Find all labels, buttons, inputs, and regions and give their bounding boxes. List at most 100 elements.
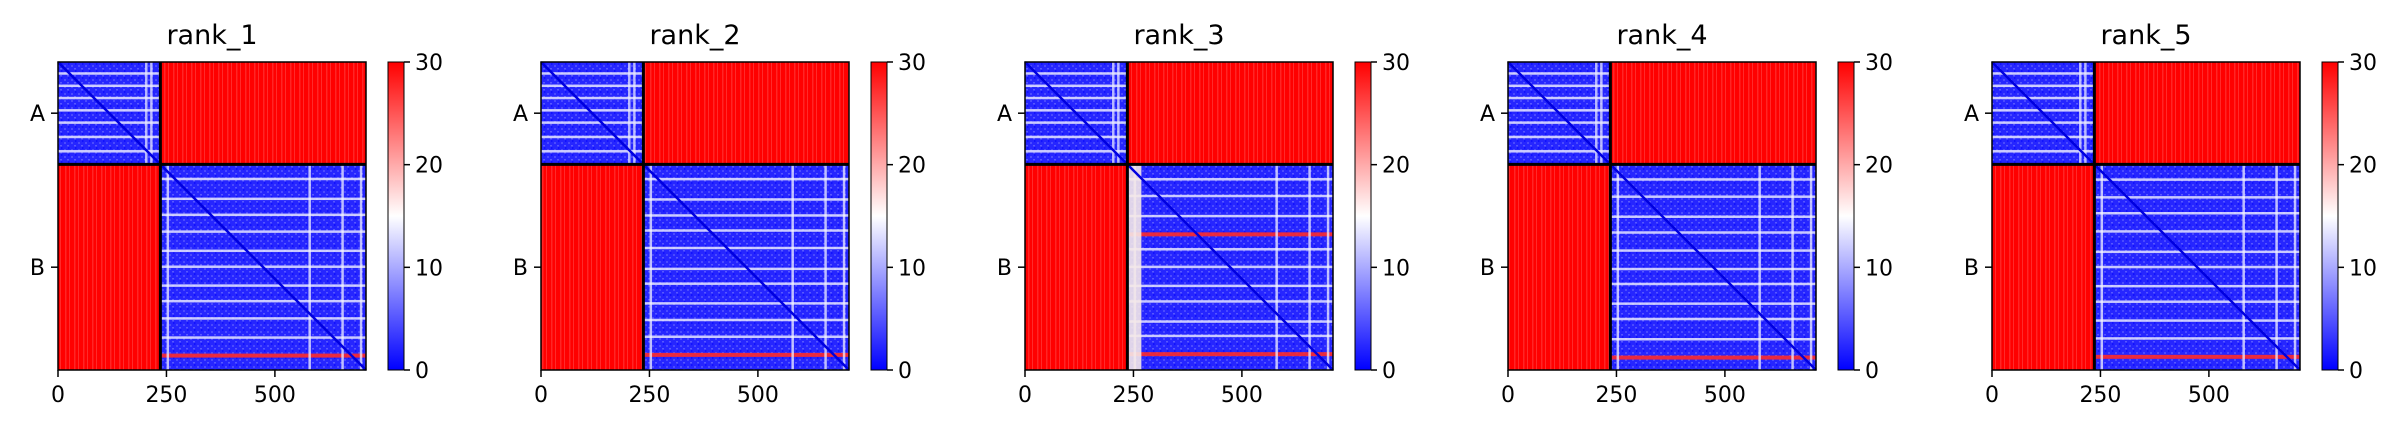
streak [359, 164, 363, 370]
streak [2094, 354, 2300, 359]
streak [1127, 334, 1333, 338]
streak [160, 249, 366, 253]
streak [1117, 62, 1120, 165]
streak [1508, 72, 1611, 75]
streak [1616, 164, 1620, 370]
pae-heatmap [57, 61, 367, 371]
streak [2275, 164, 2278, 370]
streak [2079, 62, 2082, 165]
x-tick-label: 0 [1985, 383, 1999, 408]
streak [643, 198, 849, 201]
pae-panel-4: rank_4 A B 0 250 500 0 10 20 30 [1480, 20, 1893, 408]
streak [1508, 135, 1611, 139]
colorbar: 0 10 20 30 [387, 51, 443, 384]
colorbar-tick-label: 0 [1865, 359, 1879, 384]
streak [160, 230, 366, 233]
streak [1025, 84, 1128, 88]
x-tick-label: 0 [51, 383, 65, 408]
y-tick-label: B [30, 256, 45, 281]
streak [643, 177, 849, 181]
streak [1025, 135, 1128, 139]
diagonal [540, 61, 850, 371]
streak [150, 62, 153, 165]
x-tick-label: 250 [628, 383, 670, 408]
streak [160, 284, 366, 287]
streak [160, 197, 366, 201]
streak [1992, 96, 2095, 100]
streak [166, 164, 170, 370]
streak [1610, 302, 1816, 305]
streak [541, 109, 644, 112]
streak [643, 318, 849, 322]
streak [2094, 250, 2300, 254]
streak [160, 299, 366, 303]
plot-frame [1024, 61, 1334, 371]
streak [1127, 248, 1333, 251]
streak [1112, 62, 1115, 165]
colorbar-tick-label: 20 [898, 154, 926, 179]
y-tick-label: A [513, 102, 528, 127]
streak [2094, 284, 2300, 288]
streak [1791, 164, 1794, 370]
y-tick-label: B [1480, 256, 1495, 281]
pae-heatmap [1991, 61, 2301, 371]
streak [58, 135, 161, 139]
colorbar: 0 10 20 30 [1354, 51, 1410, 384]
colorbar-gradient [870, 61, 888, 371]
streak [1025, 150, 1128, 153]
colorbar-gradient [1837, 61, 1855, 371]
flexible-region-streaks [541, 62, 849, 370]
streak [1508, 121, 1611, 124]
x-tick-label: 500 [1704, 383, 1746, 408]
colorbar-gradient [1354, 61, 1372, 371]
streak [1600, 62, 1603, 165]
plot-frame [57, 61, 367, 371]
y-tick-label: A [997, 102, 1012, 127]
streak [1992, 150, 2095, 153]
pae-panel-5: rank_5 A B 0 250 500 0 10 20 30 [1964, 20, 2377, 408]
x-tick-label: 250 [1112, 383, 1154, 408]
streak [2094, 319, 2300, 322]
streak [58, 84, 161, 88]
streak [1610, 178, 1816, 181]
flexible-region-streaks [1508, 62, 1816, 370]
panel-title: rank_4 [1616, 20, 1707, 51]
colorbar-tick-label: 10 [2349, 256, 2377, 281]
colorbar-tick-label: 30 [898, 51, 926, 76]
x-tick-label: 250 [1595, 383, 1637, 408]
streak [58, 109, 161, 112]
y-tick-label: B [1964, 256, 1979, 281]
streak [2094, 230, 2300, 233]
streak [1809, 164, 1813, 370]
streak [1127, 232, 1333, 237]
diagonal [1507, 61, 1817, 371]
pae-panel-1: rank_1 A B 0 250 500 0 10 20 30 [30, 20, 443, 408]
colorbar-tick-label: 30 [415, 51, 443, 76]
pae-heatmap [1024, 61, 1334, 371]
streak [643, 229, 849, 232]
streak [1508, 84, 1611, 88]
streak [1610, 355, 1816, 360]
streak [1127, 194, 1333, 198]
streak [1025, 72, 1128, 75]
colorbar-tick-label: 10 [898, 256, 926, 281]
streak [1326, 164, 1330, 370]
streak [1610, 282, 1816, 286]
streak [58, 150, 161, 153]
panel-title: rank_1 [166, 20, 257, 51]
streak [2094, 212, 2300, 215]
x-tick-label: 500 [254, 383, 296, 408]
streak [2100, 164, 2104, 370]
streak [1508, 109, 1611, 112]
diagonal [1991, 61, 2301, 371]
streak [649, 164, 653, 370]
colorbar-gradient [387, 61, 405, 371]
colorbar-tick-label: 0 [2349, 359, 2363, 384]
streak [1308, 164, 1311, 370]
x-tick-label: 0 [534, 383, 548, 408]
panel-title: rank_3 [1133, 20, 1224, 51]
streak [643, 246, 849, 250]
streak [1610, 249, 1816, 252]
streak [160, 213, 366, 217]
streak [1025, 109, 1128, 112]
